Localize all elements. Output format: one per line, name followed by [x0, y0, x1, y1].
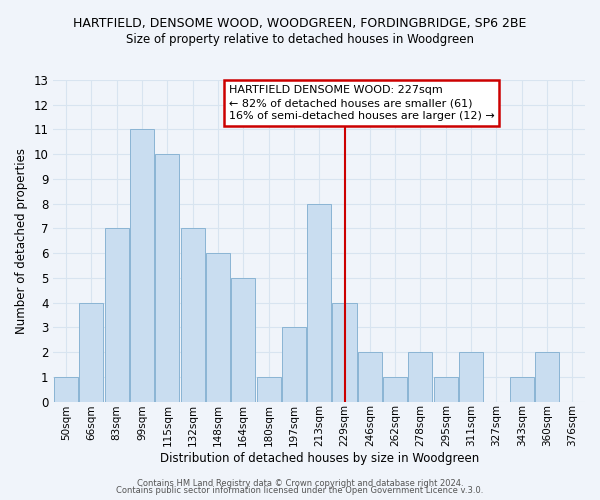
Y-axis label: Number of detached properties: Number of detached properties: [15, 148, 28, 334]
Bar: [332, 302, 356, 402]
Bar: [206, 253, 230, 402]
Bar: [307, 204, 331, 402]
Text: Contains public sector information licensed under the Open Government Licence v.: Contains public sector information licen…: [116, 486, 484, 495]
Bar: [104, 228, 129, 402]
Text: Size of property relative to detached houses in Woodgreen: Size of property relative to detached ho…: [126, 32, 474, 46]
Text: Contains HM Land Registry data © Crown copyright and database right 2024.: Contains HM Land Registry data © Crown c…: [137, 478, 463, 488]
Bar: [358, 352, 382, 402]
Bar: [383, 377, 407, 402]
Bar: [509, 377, 534, 402]
Bar: [155, 154, 179, 402]
Text: HARTFIELD DENSOME WOOD: 227sqm
← 82% of detached houses are smaller (61)
16% of : HARTFIELD DENSOME WOOD: 227sqm ← 82% of …: [229, 85, 494, 121]
Bar: [535, 352, 559, 402]
Bar: [54, 377, 78, 402]
Bar: [459, 352, 483, 402]
Bar: [181, 228, 205, 402]
Bar: [79, 302, 103, 402]
X-axis label: Distribution of detached houses by size in Woodgreen: Distribution of detached houses by size …: [160, 452, 479, 465]
Text: HARTFIELD, DENSOME WOOD, WOODGREEN, FORDINGBRIDGE, SP6 2BE: HARTFIELD, DENSOME WOOD, WOODGREEN, FORD…: [73, 18, 527, 30]
Bar: [434, 377, 458, 402]
Bar: [257, 377, 281, 402]
Bar: [282, 328, 306, 402]
Bar: [409, 352, 433, 402]
Bar: [130, 130, 154, 402]
Bar: [231, 278, 255, 402]
